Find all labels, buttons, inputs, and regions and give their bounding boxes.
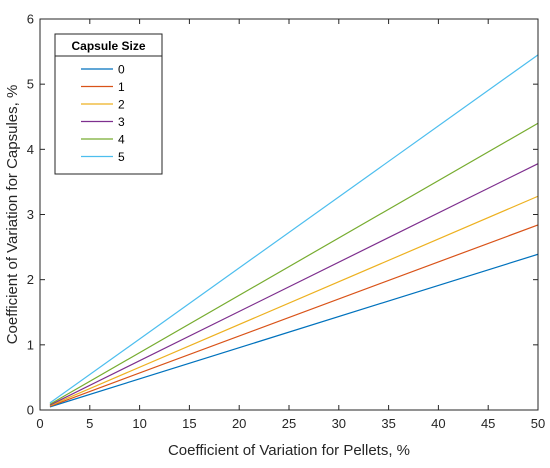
- legend-title: Capsule Size: [71, 39, 145, 53]
- y-tick-label: 1: [27, 337, 34, 352]
- legend-label-5: 5: [118, 150, 125, 164]
- y-axis-ticks: 0 1 2 3 4 5 6: [27, 12, 538, 418]
- y-tick-label: 2: [27, 272, 34, 287]
- x-tick-label: 40: [431, 416, 445, 431]
- series-line-3: [49, 163, 539, 406]
- legend-items: 0 1 2 3 4 5: [81, 63, 125, 164]
- y-tick-label: 4: [27, 142, 34, 157]
- legend: Capsule Size 0 1 2 3 4 5: [54, 33, 163, 175]
- x-tick-label: 5: [86, 416, 93, 431]
- x-axis-ticks: 0 5 10 15 20 25 30 35 40 45 50: [36, 19, 545, 431]
- x-tick-label: 15: [182, 416, 196, 431]
- y-tick-label: 0: [27, 403, 34, 418]
- legend-label-1: 1: [118, 80, 125, 94]
- x-tick-label: 25: [282, 416, 296, 431]
- x-tick-label: 10: [132, 416, 146, 431]
- x-tick-label: 0: [36, 416, 43, 431]
- series-line-2: [49, 195, 539, 407]
- legend-label-4: 4: [118, 133, 125, 147]
- legend-label-2: 2: [118, 98, 125, 112]
- y-tick-label: 3: [27, 207, 34, 222]
- x-tick-label: 20: [232, 416, 246, 431]
- series-line-0: [49, 253, 539, 408]
- x-tick-label: 50: [531, 416, 545, 431]
- y-tick-label: 6: [27, 12, 34, 27]
- series-line-4: [49, 122, 539, 405]
- x-axis-title: Coefficient of Variation for Pellets, %: [168, 442, 410, 459]
- legend-label-3: 3: [118, 115, 125, 129]
- y-axis-title: Coefficient of Variation for Capsules, %: [4, 85, 21, 345]
- series-line-1: [49, 224, 539, 407]
- x-tick-label: 35: [381, 416, 395, 431]
- series-line-5: [49, 54, 539, 404]
- x-tick-label: 30: [332, 416, 346, 431]
- legend-label-0: 0: [118, 63, 125, 77]
- series-layer: [49, 54, 539, 408]
- y-tick-label: 5: [27, 77, 34, 92]
- x-tick-label: 45: [481, 416, 495, 431]
